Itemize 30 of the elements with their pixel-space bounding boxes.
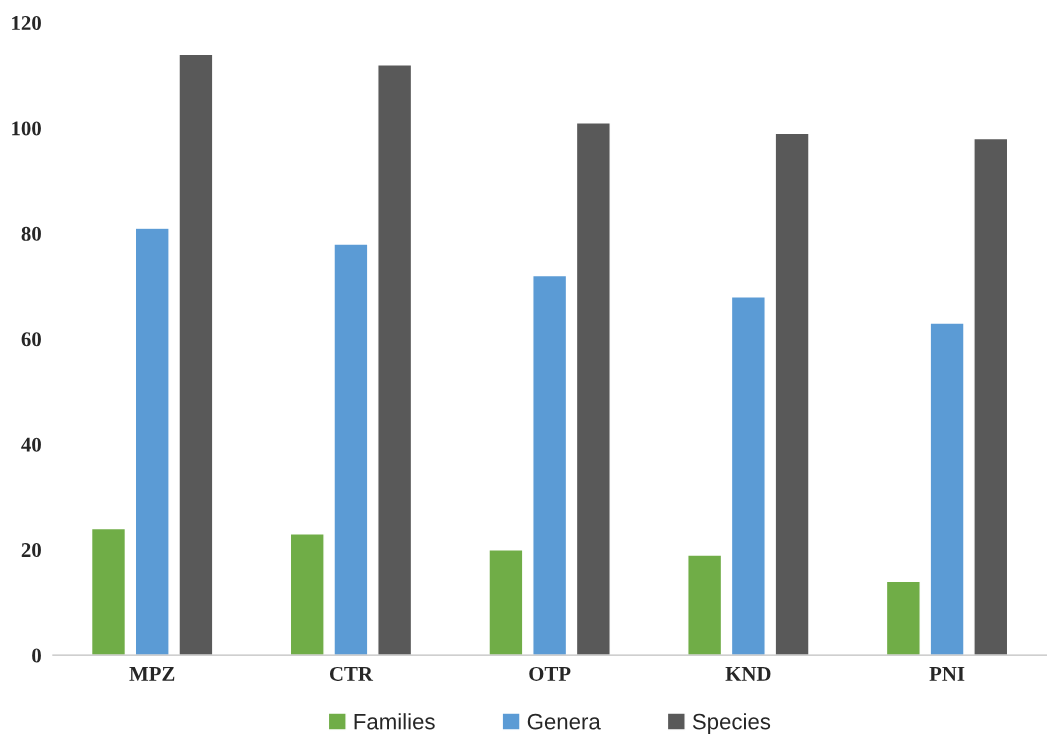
- bar: [929, 322, 965, 656]
- y-tick-label: 120: [12, 15, 41, 31]
- bar: [774, 132, 810, 656]
- bar: [575, 122, 611, 656]
- bar: [377, 64, 413, 656]
- legend-label: Genera: [527, 713, 601, 730]
- bar: [973, 137, 1009, 656]
- bar: [687, 554, 723, 656]
- y-tick-label: 100: [12, 121, 41, 136]
- bar: [532, 274, 568, 656]
- x-tick-label: OTP: [529, 666, 571, 681]
- bar: [730, 295, 766, 656]
- x-tick-label: CTR: [329, 666, 374, 681]
- y-tick-label: 60: [21, 332, 41, 347]
- bar: [488, 548, 524, 656]
- bar: [90, 527, 127, 656]
- bar: [885, 580, 921, 656]
- x-tick-label: PNI: [929, 667, 965, 681]
- bar: [289, 533, 325, 656]
- y-tick-label: 0: [32, 648, 41, 663]
- legend-label: Families: [354, 713, 435, 730]
- bar: [333, 243, 369, 656]
- bar: [178, 53, 214, 656]
- x-tick-label: MPZ: [129, 667, 175, 681]
- bar: [134, 227, 170, 656]
- y-tick-label: 40: [21, 437, 41, 452]
- legend-label: Species: [692, 713, 771, 734]
- y-tick-label: 80: [21, 226, 41, 241]
- y-tick-label: 20: [21, 543, 41, 558]
- x-tick-label: KND: [725, 667, 771, 681]
